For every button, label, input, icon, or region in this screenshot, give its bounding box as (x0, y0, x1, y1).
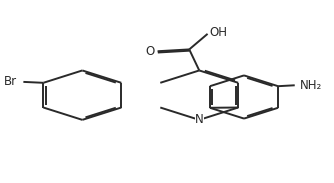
Text: OH: OH (209, 26, 227, 40)
Text: NH₂: NH₂ (300, 79, 322, 92)
Text: O: O (146, 45, 155, 58)
Text: N: N (195, 113, 204, 126)
Text: Br: Br (4, 75, 17, 88)
